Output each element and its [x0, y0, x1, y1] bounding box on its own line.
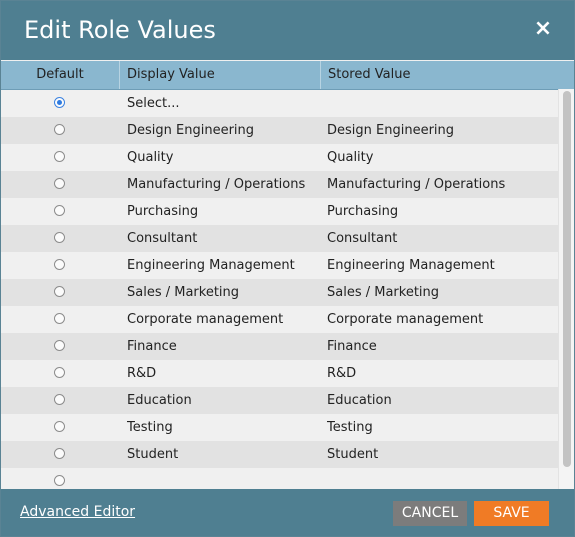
save-button[interactable]: SAVE	[474, 501, 549, 526]
advanced-editor-link[interactable]: Advanced Editor	[20, 504, 136, 520]
display-value-cell[interactable]: Sales / Marketing	[127, 285, 240, 300]
dialog-titlebar: Edit Role Values ×	[1, 1, 574, 60]
default-radio[interactable]	[54, 340, 65, 351]
table-row[interactable]: Engineering Management Engineering Manage…	[1, 252, 558, 279]
stored-value-cell[interactable]: Finance	[327, 339, 377, 354]
table-row[interactable]: Consultant Consultant	[1, 225, 558, 252]
table-row[interactable]: Sales / Marketing Sales / Marketing	[1, 279, 558, 306]
default-radio[interactable]	[54, 205, 65, 216]
display-value-cell[interactable]: Corporate management	[127, 312, 284, 327]
table-row[interactable]: Purchasing Purchasing	[1, 198, 558, 225]
display-value-cell[interactable]	[127, 468, 319, 489]
table-row[interactable]: Select...	[1, 90, 558, 117]
stored-value-cell[interactable]: Purchasing	[327, 204, 399, 219]
default-radio[interactable]	[54, 286, 65, 297]
default-radio[interactable]	[54, 259, 65, 270]
grid-header: Default Display Value Stored Value	[1, 61, 558, 90]
default-radio[interactable]	[54, 313, 65, 324]
default-radio[interactable]	[54, 97, 65, 108]
default-radio[interactable]	[54, 421, 65, 432]
dialog-footer: Advanced Editor CANCEL SAVE	[1, 489, 574, 536]
default-radio[interactable]	[54, 178, 65, 189]
table-row[interactable]: Student Student	[1, 441, 558, 468]
stored-value-cell[interactable]: Corporate management	[327, 312, 484, 327]
display-value-cell[interactable]: Quality	[127, 150, 174, 165]
stored-value-cell[interactable]: Education	[327, 393, 392, 408]
column-header-stored-value[interactable]: Stored Value	[328, 67, 411, 82]
display-value-cell[interactable]: Consultant	[127, 231, 198, 246]
stored-value-cell[interactable]: Sales / Marketing	[327, 285, 440, 300]
table-row[interactable]: Testing Testing	[1, 414, 558, 441]
default-radio[interactable]	[54, 448, 65, 459]
stored-value-cell[interactable]: Consultant	[327, 231, 398, 246]
display-value-cell[interactable]: R&D	[127, 366, 157, 381]
default-radio[interactable]	[54, 475, 65, 486]
stored-value-cell[interactable]: Testing	[327, 420, 373, 435]
display-value-cell[interactable]: Purchasing	[127, 204, 199, 219]
display-value-cell[interactable]: Finance	[127, 339, 177, 354]
default-radio[interactable]	[54, 232, 65, 243]
stored-value-cell[interactable]: Manufacturing / Operations	[327, 177, 506, 192]
stored-value-cell[interactable]: Student	[327, 447, 379, 462]
role-values-grid: Default Display Value Stored Value Selec…	[1, 61, 574, 489]
table-row[interactable]: Finance Finance	[1, 333, 558, 360]
default-radio[interactable]	[54, 367, 65, 378]
display-value-cell[interactable]: Testing	[127, 420, 173, 435]
table-row[interactable]: Quality Quality	[1, 144, 558, 171]
vertical-scrollbar[interactable]	[558, 89, 574, 489]
display-value-cell[interactable]: Design Engineering	[127, 123, 255, 138]
table-row[interactable]: R&D R&D	[1, 360, 558, 387]
grid-rows: Select... Design Engineering Design Engine…	[1, 90, 558, 489]
stored-value-cell[interactable]: Engineering Management	[327, 258, 495, 273]
stored-value-cell[interactable]: R&D	[327, 366, 357, 381]
stored-value-cell[interactable]	[327, 90, 555, 117]
default-radio[interactable]	[54, 124, 65, 135]
column-header-display-value[interactable]: Display Value	[120, 61, 321, 89]
stored-value-cell[interactable]: Quality	[327, 150, 374, 165]
display-value-cell[interactable]: Engineering Management	[127, 258, 295, 273]
close-icon[interactable]: ×	[533, 16, 553, 41]
display-value-cell[interactable]: Manufacturing / Operations	[127, 177, 306, 192]
default-radio[interactable]	[54, 151, 65, 162]
display-value-cell[interactable]: Student	[127, 447, 179, 462]
table-row[interactable]: Design Engineering Design Engineering	[1, 117, 558, 144]
scrollbar-thumb[interactable]	[563, 91, 571, 467]
display-value-cell[interactable]: Education	[127, 393, 192, 408]
display-value-cell[interactable]: Select...	[127, 96, 180, 111]
dialog-title: Edit Role Values	[24, 16, 216, 44]
default-radio[interactable]	[54, 394, 65, 405]
header-scroll-cap	[558, 61, 574, 89]
table-row[interactable]	[1, 468, 558, 489]
table-row[interactable]: Corporate management Corporate management	[1, 306, 558, 333]
stored-value-cell[interactable]: Design Engineering	[327, 123, 455, 138]
column-header-default[interactable]: Default	[1, 61, 120, 89]
table-row[interactable]: Manufacturing / Operations Manufacturing …	[1, 171, 558, 198]
cancel-button[interactable]: CANCEL	[393, 501, 467, 526]
table-row[interactable]: Education Education	[1, 387, 558, 414]
stored-value-cell[interactable]	[327, 468, 555, 489]
